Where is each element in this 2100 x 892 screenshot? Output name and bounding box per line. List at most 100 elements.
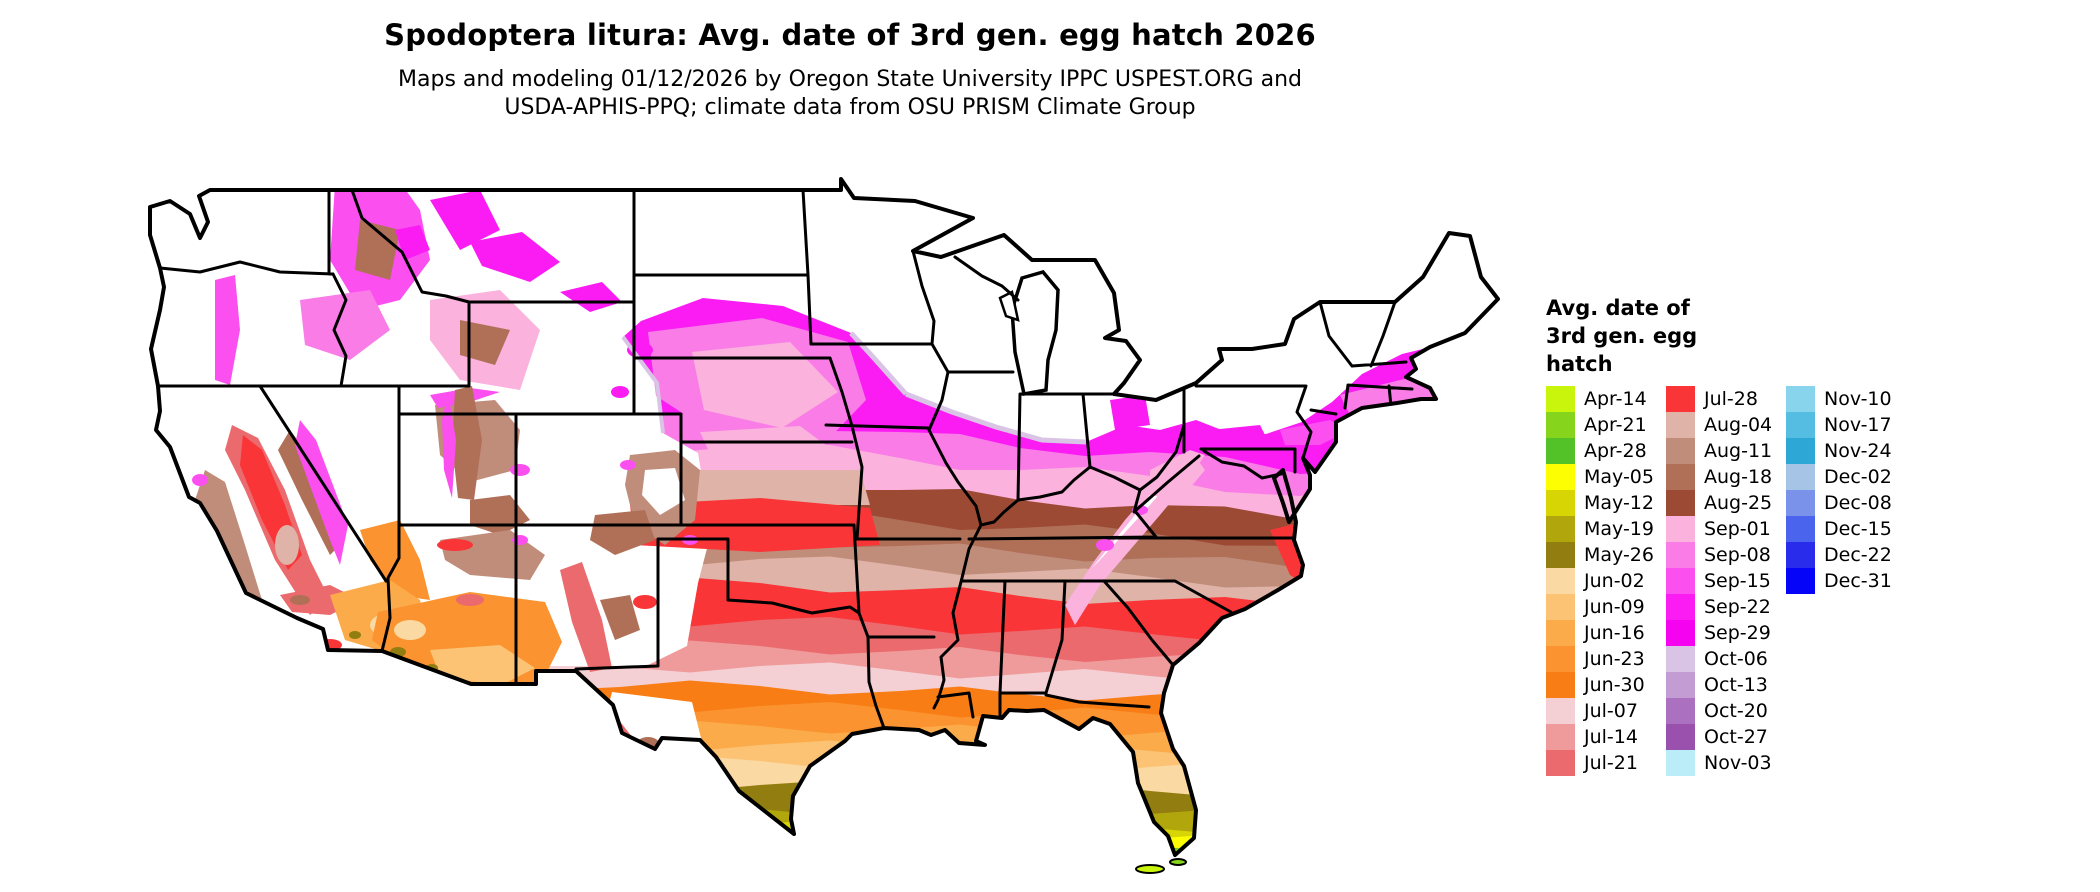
legend-swatch [1786,386,1815,412]
legend-title: Avg. date of 3rd gen. egg hatch [1546,294,2086,378]
legend-entry: Sep-29 [1666,620,1786,646]
legend-columns: Apr-14 Apr-21 Apr-28 May-05 May-12 May-19 May-… [1546,386,1906,776]
region-wy-spot-2 [611,386,629,398]
legend-swatch [1546,412,1575,438]
legend-entry: May-12 [1546,490,1666,516]
subtitle-line-2: USDA-APHIS-PPQ; climate data from OSU PR… [504,95,1196,121]
legend-swatch [1666,490,1695,516]
legend-entry: Aug-18 [1666,464,1786,490]
map-band-May-05 [150,829,1498,855]
lake-green-bay [998,290,1020,322]
map-header: Spodoptera litura: Avg. date of 3rd gen.… [0,18,1700,122]
region-id-sawtooth-core [460,320,510,365]
legend-entry: Jun-16 [1546,620,1666,646]
region-transverse-brown [290,595,310,605]
legend-swatch [1546,464,1575,490]
region-blueridge-magenta-1 [1096,539,1114,551]
legend-entry: Dec-08 [1786,490,1906,516]
legend-swatch [1666,672,1695,698]
legend-label: Jun-16 [1584,622,1645,644]
legend-entry: Dec-31 [1786,568,1906,594]
legend-entry: Jun-30 [1546,672,1666,698]
legend-entry: Jul-14 [1546,724,1666,750]
florida-keys-2 [1169,858,1187,866]
legend-label: Dec-08 [1824,492,1892,514]
legend-entry: Dec-22 [1786,542,1906,568]
legend-label: Nov-03 [1704,752,1772,774]
legend-entry: Sep-08 [1666,542,1786,568]
legend-label: Oct-06 [1704,648,1768,670]
legend-label: May-26 [1584,544,1654,566]
region-az-fringe [512,535,528,545]
legend-label: Dec-15 [1824,518,1892,540]
legend-label: Sep-29 [1704,622,1771,644]
legend-swatch [1666,438,1695,464]
region-wasatch-fringe [442,392,456,498]
legend-entry: Nov-24 [1786,438,1906,464]
legend-swatch [1546,594,1575,620]
legend-column-3: Nov-10 Nov-17 Nov-24 Dec-02 Dec-08 Dec-15 Dec-… [1786,386,1906,776]
legend-label: Dec-31 [1824,570,1892,592]
legend-label: Jun-23 [1584,648,1645,670]
legend-swatch [1666,542,1695,568]
us-outline [148,177,1500,857]
legend-swatch [1666,516,1695,542]
region-mt-streak-2 [560,282,622,312]
map-band-May-12 [150,818,1498,855]
legend-swatch [1666,386,1695,412]
map-credit-subtitle: Maps and modeling 01/12/2026 by Oregon S… [0,66,1700,122]
legend-entry: May-19 [1546,516,1666,542]
legend-swatch [1786,516,1815,542]
legend-entry: Dec-15 [1786,516,1906,542]
legend-entry: Oct-20 [1666,698,1786,724]
legend-column-1: Apr-14 Apr-21 Apr-28 May-05 May-12 May-19 May-… [1546,386,1666,776]
region-mi-thumb [1110,395,1150,430]
region-sierra-fringe [295,420,348,565]
map-band-Jun-09 [150,739,1498,855]
region-az-canyon-red [437,539,473,551]
region-ny-west-magenta [1210,425,1270,452]
legend-label: Oct-20 [1704,700,1768,722]
region-ca-coast-fringe-1 [192,474,208,486]
legend-label: Aug-04 [1704,414,1773,436]
state-borders [156,188,1414,730]
legend-swatch [1786,568,1815,594]
region-s-arizona-light [430,645,535,686]
legend-entry: Jun-02 [1546,568,1666,594]
legend-swatch [1546,698,1575,724]
legend-swatch [1666,698,1695,724]
legend-label: Sep-15 [1704,570,1771,592]
legend-entry: Jul-28 [1666,386,1786,412]
legend-swatch [1786,412,1815,438]
legend-label: Apr-21 [1584,414,1647,436]
region-nv-spot [510,464,530,476]
legend-entry: Jul-21 [1546,750,1666,776]
legend-label: May-12 [1584,492,1654,514]
region-ca-coast-fringe-2 [207,549,223,561]
legend-swatch [1546,490,1575,516]
legend-label: Aug-11 [1704,440,1773,462]
legend-swatch [1546,620,1575,646]
legend-entry: Oct-27 [1666,724,1786,750]
legend-label: May-19 [1584,518,1654,540]
region-id-panhandle [395,225,430,260]
lake-michigan [1010,270,1060,397]
region-wa-cascades-core [355,220,400,280]
legend-label: Oct-27 [1704,726,1768,748]
map-legend: Avg. date of 3rd gen. egg hatch Apr-14 Ap… [1546,294,2086,776]
map-band-May-19 [150,803,1498,855]
legend-label: Nov-24 [1824,440,1892,462]
legend-entry: Jun-23 [1546,646,1666,672]
legend-swatch [1546,516,1575,542]
legend-swatch [1786,542,1815,568]
legend-label: Oct-13 [1704,674,1768,696]
legend-swatch [1666,412,1695,438]
legend-label: Jun-02 [1584,570,1645,592]
legend-label: Jul-07 [1584,700,1638,722]
legend-swatch [1546,646,1575,672]
legend-swatch [1546,672,1575,698]
legend-swatch [1546,386,1575,412]
region-sacramento-mtns [600,595,640,640]
map-band-Apr-28 [150,840,1498,855]
